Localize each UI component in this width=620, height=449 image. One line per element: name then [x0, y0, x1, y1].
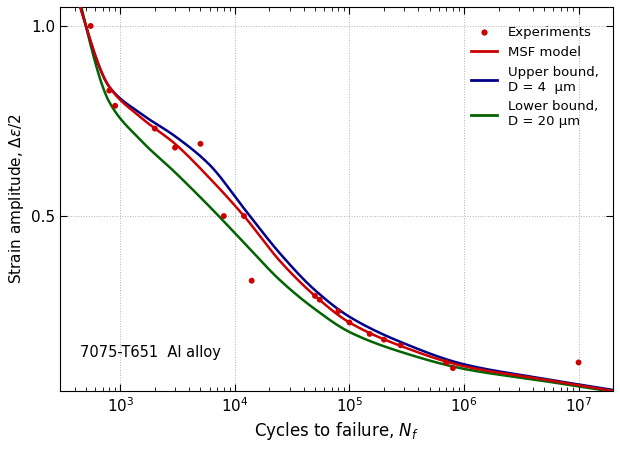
- Point: [150, 125, 160, 132]
- Point: [365, 330, 374, 338]
- Text: 7075-T651  Al alloy: 7075-T651 Al alloy: [80, 345, 221, 360]
- X-axis label: Cycles to failure, $N_f$: Cycles to failure, $N_f$: [254, 420, 419, 442]
- Point: [110, 102, 120, 110]
- Point: [219, 212, 229, 220]
- Point: [104, 87, 114, 94]
- Point: [86, 22, 95, 30]
- Point: [239, 212, 249, 220]
- Point: [441, 359, 451, 366]
- Point: [448, 365, 458, 372]
- Point: [315, 296, 325, 303]
- Point: [195, 140, 205, 147]
- Point: [170, 144, 180, 151]
- Point: [379, 336, 389, 343]
- Legend: Experiments, MSF model, Upper bound,
D = 4  μm, Lower bound,
D = 20 μm: Experiments, MSF model, Upper bound, D =…: [466, 21, 604, 133]
- Point: [247, 277, 257, 284]
- Y-axis label: Strain amplitude, $\Delta\varepsilon/2$: Strain amplitude, $\Delta\varepsilon/2$: [7, 114, 26, 284]
- Point: [310, 292, 320, 299]
- Point: [345, 319, 355, 326]
- Point: [396, 342, 405, 349]
- Point: [334, 308, 343, 315]
- Point: [574, 359, 583, 366]
